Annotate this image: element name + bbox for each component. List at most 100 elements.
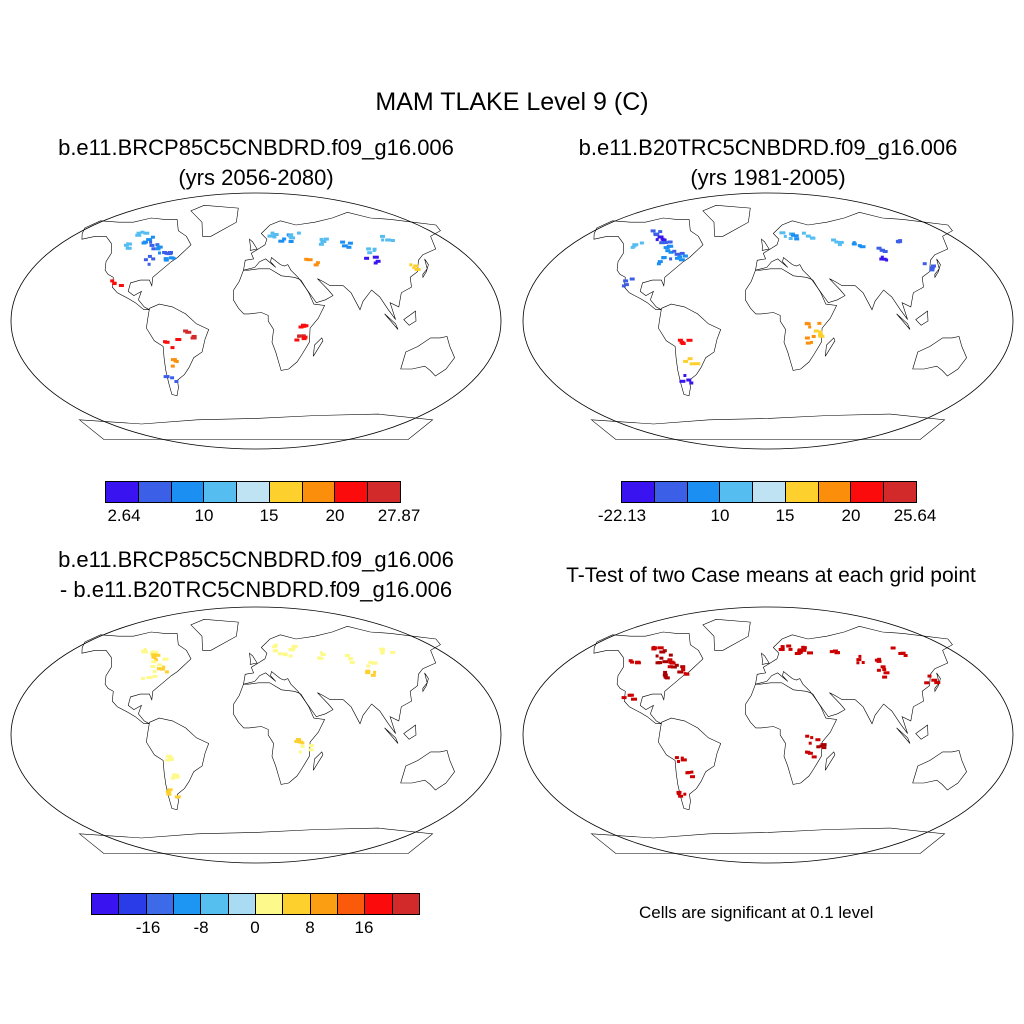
lake-cell — [367, 251, 373, 255]
lake-cell — [780, 645, 785, 649]
lake-cell — [659, 656, 664, 660]
lake-cell — [166, 792, 172, 796]
coastlines — [78, 618, 455, 854]
lake-cell — [151, 247, 156, 251]
colorbar-swatch — [92, 894, 120, 914]
colorbar-swatch — [283, 894, 311, 914]
lake-cell — [154, 658, 158, 662]
lake-cell — [164, 251, 169, 255]
colorbar-swatch — [255, 894, 284, 914]
lake-cell — [667, 665, 673, 669]
panel-title-top-left: b.e11.BRCP85C5CNBDRD.f09_g16.006 (yrs 20… — [6, 133, 506, 193]
lake-cell — [272, 233, 279, 236]
lake-cell — [273, 643, 278, 647]
coastlines — [78, 204, 455, 440]
coastline — [243, 625, 441, 734]
lake-cell — [678, 794, 684, 798]
lake-cell — [802, 646, 807, 650]
lake-cell — [659, 650, 666, 654]
colorbar-tick-label: 20 — [841, 506, 861, 525]
lake-cell — [690, 775, 695, 779]
lake-cell — [164, 340, 170, 344]
colorbar-swatch — [687, 482, 721, 502]
lake-cell — [273, 649, 278, 653]
coastline — [658, 717, 722, 811]
lake-cell — [810, 736, 814, 740]
panel-title-bottom-right: T-Test of two Case means at each grid po… — [508, 561, 1024, 591]
coastline — [81, 631, 192, 724]
lake-cell — [288, 240, 294, 243]
lake-cell — [683, 374, 687, 377]
coastline — [249, 238, 258, 251]
lake-cell — [680, 758, 687, 762]
lake-cell — [682, 254, 688, 258]
lake-cell — [621, 696, 627, 700]
lake-cell — [271, 645, 277, 649]
lake-cell — [372, 661, 378, 665]
lake-cell — [634, 661, 641, 665]
colorbar-swatch — [201, 894, 229, 914]
coastline — [755, 625, 953, 734]
coastline — [146, 717, 210, 811]
lake-cell — [267, 234, 273, 238]
colorbar-swatch — [106, 482, 139, 502]
colorbar-swatch — [171, 482, 205, 502]
lake-cell — [366, 247, 372, 251]
colorbar-swatch — [654, 482, 688, 502]
lake-cell — [674, 756, 679, 760]
lake-cell — [811, 335, 816, 338]
lake-cell — [656, 262, 661, 266]
lake-cell — [319, 237, 324, 241]
lake-cell — [694, 362, 701, 366]
colorbar-tick-label: 2.64 — [107, 506, 141, 525]
lake-cell — [677, 760, 680, 763]
colorbar-swatch — [237, 482, 270, 502]
lake-cell — [146, 238, 153, 242]
main-title: MAM TLAKE Level 9 (C) — [375, 88, 649, 116]
lake-cell — [879, 248, 883, 252]
lake-cell — [381, 238, 385, 242]
lake-cell — [808, 741, 812, 745]
lake-cell — [146, 676, 153, 680]
lake-cell — [143, 648, 147, 651]
lake-cell — [301, 323, 306, 327]
lake-cell — [112, 281, 117, 285]
lake-cell — [162, 665, 166, 669]
coastline — [934, 672, 941, 693]
lake-cell — [786, 644, 792, 648]
lake-cell — [155, 653, 161, 657]
lake-cell — [794, 652, 801, 655]
lake-cell — [157, 663, 163, 667]
lake-cell — [366, 664, 371, 668]
colorbar-swatch — [785, 482, 819, 502]
lake-cell — [861, 661, 865, 664]
lake-cell — [678, 258, 685, 262]
lake-cell — [684, 672, 690, 676]
lake-cell — [156, 667, 162, 671]
lake-cell — [665, 249, 671, 253]
lake-cell — [304, 257, 309, 261]
coastline — [593, 631, 704, 724]
colorbar-swatch — [622, 482, 655, 502]
lake-cell — [856, 658, 862, 662]
lake-cell — [879, 257, 884, 261]
coastline — [232, 268, 326, 371]
lake-cell — [409, 263, 413, 267]
lake-cell — [810, 236, 816, 240]
lake-cell — [380, 651, 385, 655]
lake-cell — [810, 340, 813, 344]
colorbar-swatch — [392, 894, 419, 914]
lake-cell — [155, 247, 161, 251]
lake-cell — [834, 240, 839, 244]
colorbar-swatch — [851, 482, 885, 502]
lake-cell — [191, 334, 197, 338]
lake-cell — [681, 668, 686, 672]
lake-cell — [170, 776, 175, 780]
lake-cell — [690, 770, 694, 774]
colorbar-swatch — [146, 894, 174, 914]
lake-cell — [686, 338, 693, 342]
lake-cell — [300, 745, 305, 748]
panel-title-bottom-right-line1: T-Test of two Case means at each grid po… — [566, 564, 976, 587]
lake-cell — [140, 230, 145, 234]
lake-cell — [373, 670, 377, 674]
